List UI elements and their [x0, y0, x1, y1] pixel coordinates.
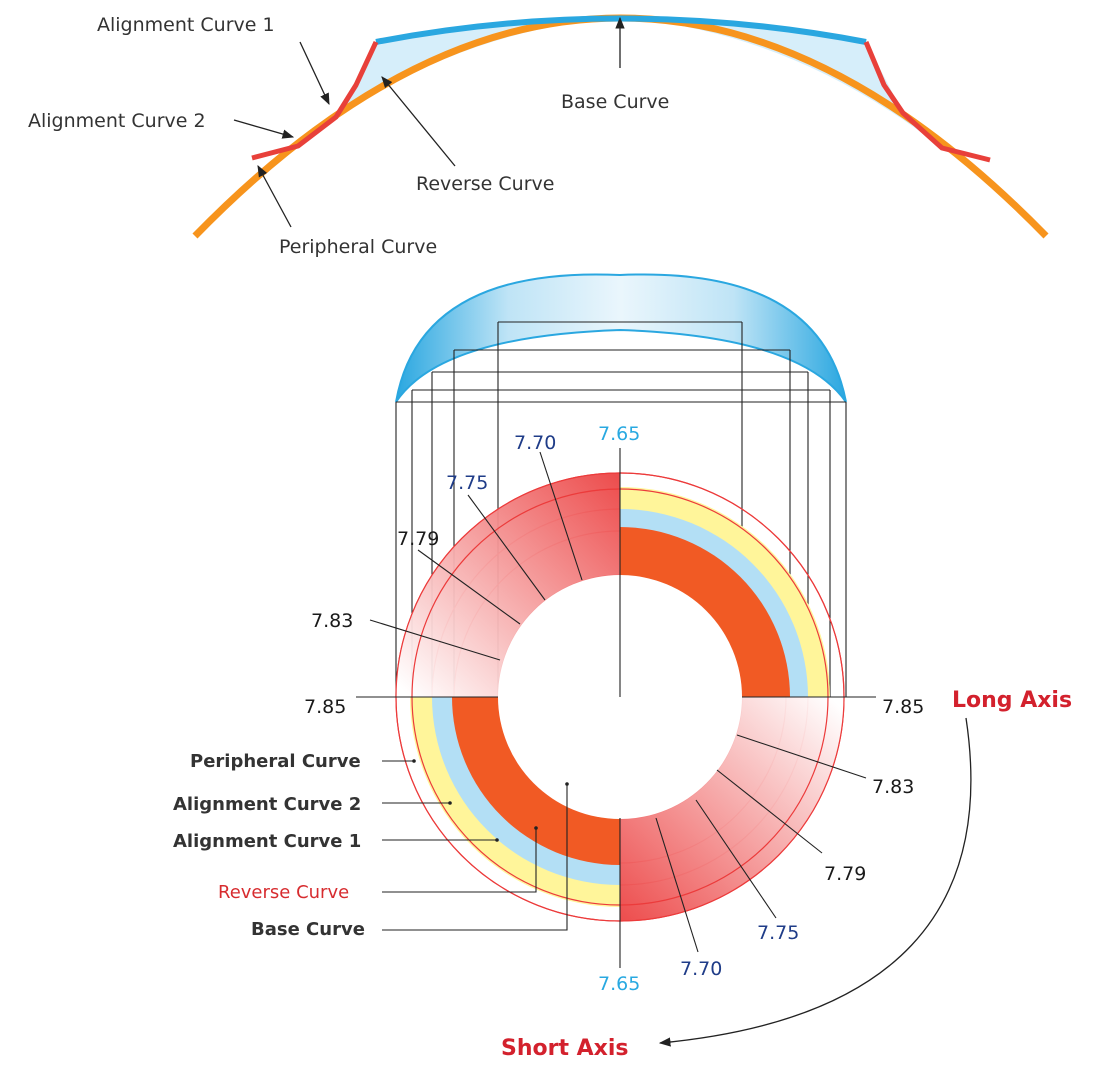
zone-label-alignment-curve-1: Alignment Curve 1	[173, 831, 361, 852]
value-bottom-779: 7.79	[824, 863, 866, 885]
value-top-779: 7.79	[397, 528, 439, 550]
value-top-765: 7.65	[598, 423, 640, 445]
value-bottom-783: 7.83	[872, 776, 914, 798]
zone-label-base-curve: Base Curve	[251, 919, 365, 940]
value-left-785: 7.85	[304, 696, 346, 718]
zone-label-alignment-curve-2: Alignment Curve 2	[173, 794, 361, 815]
label-base-curve: Base Curve	[561, 91, 669, 113]
short-axis-label: Short Axis	[501, 1036, 629, 1061]
value-bottom-770: 7.70	[680, 958, 722, 980]
value-top-783: 7.83	[311, 610, 353, 632]
value-bottom-765: 7.65	[598, 973, 640, 995]
lens-arc	[396, 274, 846, 402]
label-alignment-curve-1: Alignment Curve 1	[97, 14, 275, 36]
label-reverse-curve: Reverse Curve	[416, 173, 554, 195]
value-bottom-775: 7.75	[757, 922, 799, 944]
profile-section: Alignment Curve 1 Alignment Curve 2 Reve…	[28, 14, 1046, 258]
arrow-reverse-curve	[382, 77, 455, 166]
value-top-770: 7.70	[514, 432, 556, 454]
arrow-alignment-curve-2	[234, 120, 293, 137]
zone-label-reverse-curve: Reverse Curve	[218, 882, 349, 903]
arrow-alignment-curve-1	[300, 42, 329, 104]
label-alignment-curve-2: Alignment Curve 2	[28, 110, 206, 132]
long-axis-label: Long Axis	[952, 688, 1072, 713]
value-right-785: 7.85	[882, 696, 924, 718]
value-top-775: 7.75	[446, 472, 488, 494]
label-peripheral-curve: Peripheral Curve	[279, 236, 437, 258]
arrow-peripheral-curve	[258, 166, 291, 227]
zone-label-peripheral-curve: Peripheral Curve	[190, 751, 361, 772]
